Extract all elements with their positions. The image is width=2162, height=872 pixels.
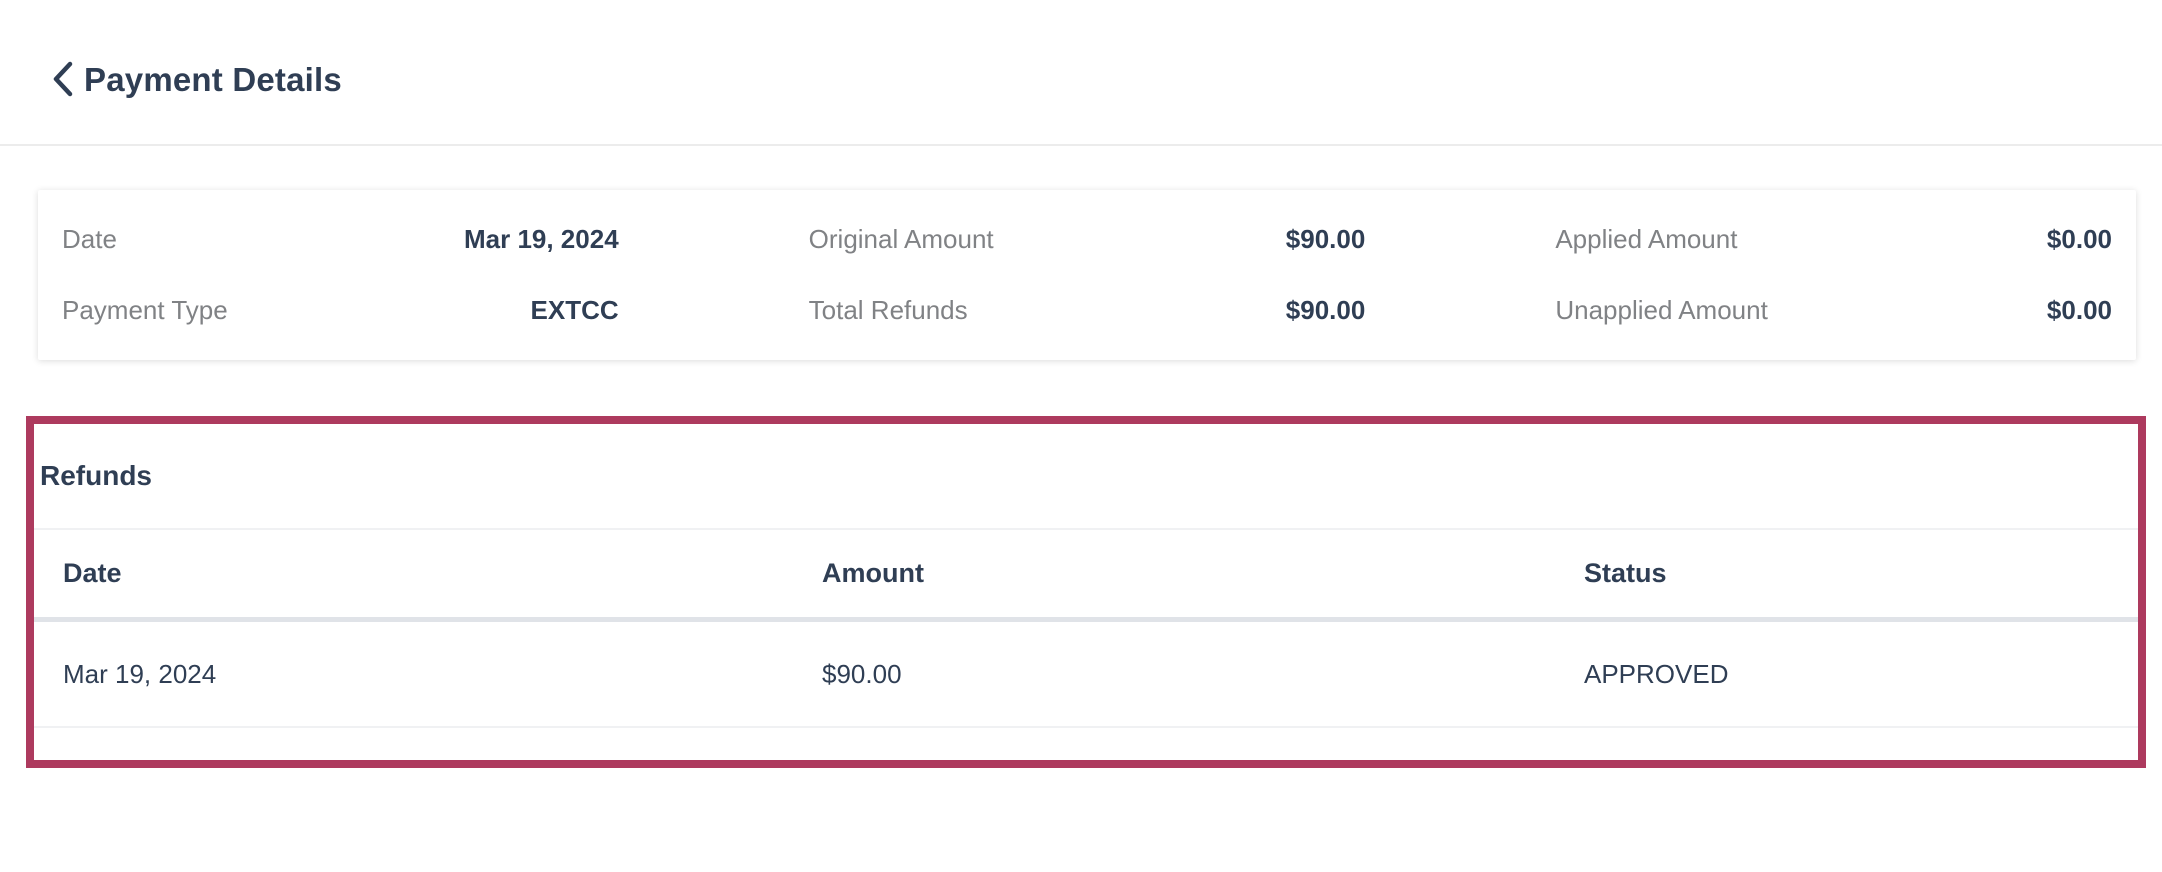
chevron-left-icon	[50, 61, 74, 100]
field-value: $90.00	[1285, 224, 1366, 254]
field-value: $90.00	[1285, 295, 1366, 325]
refund-date-cell: Mar 19, 2024	[63, 658, 217, 689]
payment-summary-card: Date Mar 19, 2024 Original Amount $90.00…	[38, 190, 2136, 360]
summary-field-unapplied-amount: Unapplied Amount $0.00	[1555, 278, 2112, 344]
refunds-section-highlight-box: Refunds Date Amount Status Mar 19, 2024 …	[26, 416, 2146, 768]
refunds-section-title: Refunds	[40, 460, 152, 491]
refund-amount-cell: $90.00	[822, 658, 902, 689]
field-label: Original Amount	[808, 224, 994, 254]
summary-field-payment-type: Payment Type EXTCC	[62, 278, 619, 344]
divider	[34, 528, 2138, 530]
page-header: Payment Details	[0, 0, 2162, 146]
divider	[34, 726, 2138, 728]
refunds-title-row: Refunds	[34, 424, 2138, 528]
summary-field-total-refunds: Total Refunds $90.00	[809, 278, 1366, 344]
field-label: Date	[62, 224, 117, 254]
field-label: Total Refunds	[808, 295, 968, 325]
field-label: Payment Type	[62, 295, 228, 325]
summary-field-date: Date Mar 19, 2024	[62, 207, 619, 273]
field-value: $0.00	[2046, 295, 2112, 325]
field-value: Mar 19, 2024	[463, 224, 619, 254]
field-label: Unapplied Amount	[1555, 295, 1768, 325]
refunds-table-header: Date Amount Status	[34, 530, 2138, 617]
field-label: Applied Amount	[1555, 224, 1738, 254]
summary-field-applied-amount: Applied Amount $0.00	[1555, 207, 2112, 273]
page-title: Payment Details	[84, 61, 342, 98]
summary-field-original-amount: Original Amount $90.00	[809, 207, 1366, 273]
back-button[interactable]	[50, 60, 84, 100]
field-value: EXTCC	[530, 295, 619, 325]
divider	[34, 617, 2138, 622]
refund-status-cell: APPROVED	[1584, 658, 1729, 689]
column-header-amount: Amount	[822, 558, 924, 588]
column-header-date: Date	[63, 558, 122, 588]
column-header-status: Status	[1584, 558, 1667, 588]
field-value: $0.00	[2046, 224, 2112, 254]
refund-table-row: Mar 19, 2024 $90.00 APPROVED	[34, 622, 2138, 726]
